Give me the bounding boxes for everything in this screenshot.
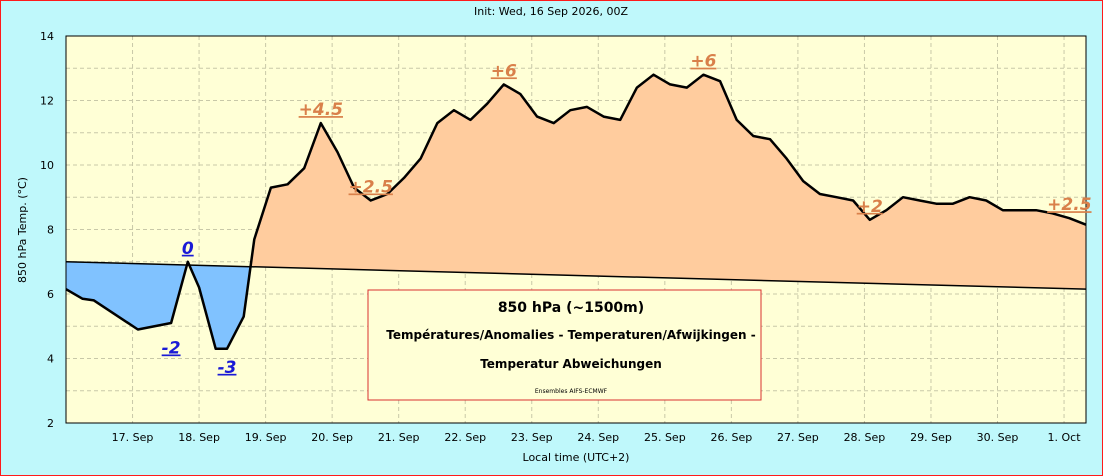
legend-box: 850 hPa (~1500m) Températures/Anomalies … [367, 289, 762, 401]
y-tick-label: 4 [47, 353, 54, 366]
anomaly-label: +2.5 [1047, 195, 1091, 215]
x-tick-label: 24. Sep [577, 431, 619, 444]
x-tick-label: 26. Sep [710, 431, 752, 444]
x-tick-label: 17. Sep [112, 431, 154, 444]
x-tick-labels: 17. Sep 18. Sep 19. Sep 20. Sep 21. Sep 22. S… [112, 431, 1082, 444]
x-tick-label: 28. Sep [844, 431, 886, 444]
anomaly-label: +2.5 [349, 177, 393, 197]
cold-anomaly-area [66, 261, 187, 330]
x-tick-label: 25. Sep [644, 431, 686, 444]
anomaly-label: +4.5 [299, 100, 343, 120]
anomaly-label: +6 [690, 52, 716, 72]
x-tick-label: 29. Sep [910, 431, 952, 444]
x-tick-label: 1. Oct [1048, 431, 1082, 444]
climate-line [65, 261, 1087, 290]
chart-title: Init: Wed, 16 Sep 2026, 00Z [474, 5, 628, 18]
y-tick-label: 10 [40, 159, 54, 172]
anomaly-fills [66, 74, 1086, 349]
x-tick-label: 19. Sep [245, 431, 287, 444]
y-tick-labels: 2 4 6 8 10 12 14 [40, 30, 54, 430]
legend-line-2: Températures/Anomalies - Temperaturen/Af… [386, 328, 756, 342]
legend-line-1: 850 hPa (~1500m) [498, 300, 644, 316]
cold-anomaly-area [189, 265, 251, 349]
y-tick-label: 8 [47, 224, 54, 237]
x-tick-label: 21. Sep [378, 431, 420, 444]
x-tick-label: 30. Sep [977, 431, 1019, 444]
x-tick-label: 18. Sep [178, 431, 220, 444]
temperature-series-line [65, 73, 1087, 351]
x-tick-label: 27. Sep [777, 431, 819, 444]
anomaly-label: 0 [182, 239, 194, 259]
y-axis-label: 850 hPa Temp. (°C) [16, 177, 29, 283]
y-tick-label: 12 [40, 95, 54, 108]
x-tick-label: 23. Sep [511, 431, 553, 444]
plot-border [65, 35, 1087, 424]
anomaly-label: -3 [218, 358, 237, 378]
y-tick-label: 6 [47, 288, 54, 301]
x-axis-label: Local time (UTC+2) [523, 451, 630, 464]
y-tick-label: 14 [40, 30, 54, 43]
anomaly-labels: -2 0 -3 +4.5 +2.5 +6 +6 +2 +2.5 [162, 52, 1092, 378]
legend-source: Ensembles AIFS-ECMWF [535, 388, 608, 395]
x-tick-label: 22. Sep [444, 431, 486, 444]
legend-line-3: Temperatur Abweichungen [480, 357, 662, 371]
anomaly-label: +6 [491, 61, 517, 81]
y-tick-label: 2 [47, 417, 54, 430]
anomaly-label: -2 [162, 338, 181, 358]
x-tick-label: 20. Sep [311, 431, 353, 444]
anomaly-label: +2 [857, 197, 883, 217]
warm-anomaly-area [250, 74, 1086, 290]
